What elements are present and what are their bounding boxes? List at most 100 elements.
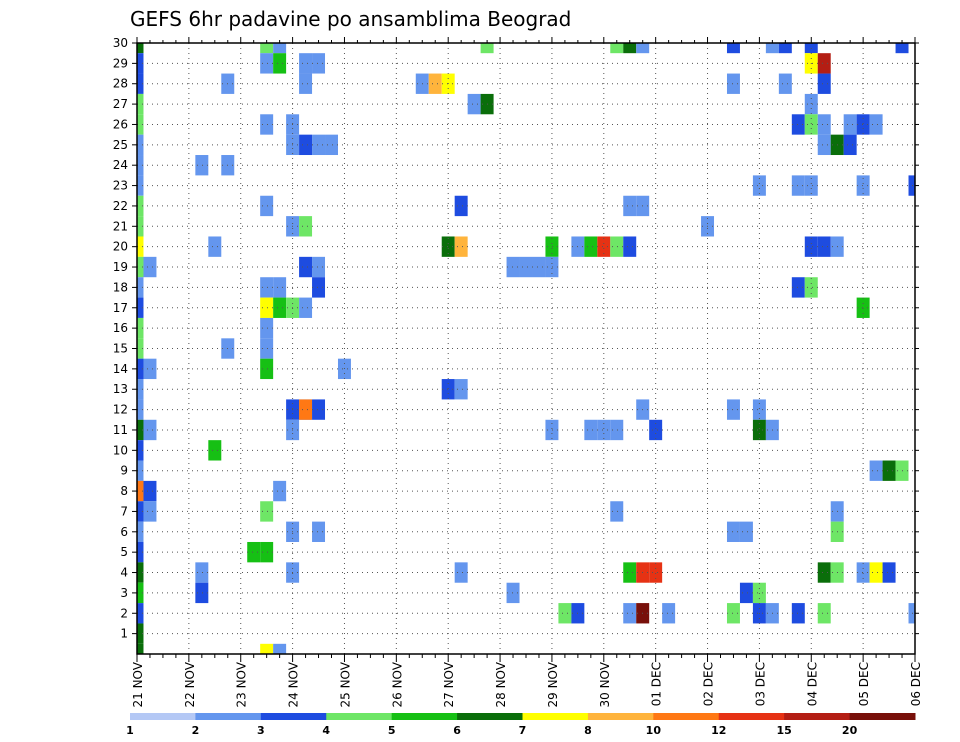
heatmap-cell (804, 93, 818, 115)
heatmap-cell (312, 521, 326, 542)
heatmap-cell (610, 236, 624, 257)
heatmap-cell (804, 114, 818, 135)
x-tick-label: 22 NOV (183, 661, 197, 707)
colorbar-swatch (522, 713, 589, 720)
heatmap-cell (726, 521, 740, 542)
x-tick-label: 24 NOV (287, 661, 301, 707)
heatmap-cell (260, 195, 274, 217)
colorbar-label: 4 (322, 724, 330, 737)
heatmap-cell (817, 603, 831, 624)
heatmap-cell (143, 358, 157, 380)
heatmap-cell (260, 541, 274, 563)
x-tick-label: 02 DEC (702, 662, 716, 706)
x-tick-label: 27 NOV (442, 661, 456, 707)
heatmap-cell (143, 501, 157, 522)
heatmap-cell (454, 379, 468, 400)
heatmap-cell (454, 562, 468, 583)
x-tick-label: 25 NOV (338, 661, 352, 707)
heatmap-cell (299, 53, 313, 74)
heatmap-cell (137, 216, 144, 237)
heatmap-cell (817, 562, 831, 583)
heatmap-cell (137, 114, 144, 135)
y-tick-label: 30 (113, 36, 128, 50)
heatmap-cell (856, 175, 870, 196)
heatmap-cell (137, 256, 144, 278)
heatmap-cell (519, 256, 533, 278)
heatmap-cell (804, 277, 818, 298)
heatmap-cell (817, 53, 831, 74)
heatmap-cell (273, 297, 287, 318)
heatmap-cell (597, 419, 611, 441)
heatmap-cell (817, 236, 831, 257)
y-tick-label: 9 (120, 464, 128, 478)
heatmap-cell (137, 480, 144, 502)
x-tick-label: 23 NOV (235, 661, 249, 707)
colorbar-label: 10 (646, 724, 662, 737)
heatmap-cell (597, 236, 611, 257)
heatmap-cell (558, 603, 572, 624)
heatmap-cell (726, 603, 740, 624)
colorbar-label: 5 (388, 724, 396, 737)
colorbar-swatch (718, 713, 785, 720)
heatmap-cell (137, 175, 144, 196)
heatmap-cell (869, 460, 883, 481)
heatmap-cell (506, 582, 520, 604)
heatmap-cell (137, 643, 144, 654)
heatmap-cell (584, 236, 598, 257)
heatmap-cell (299, 256, 313, 278)
heatmap-cell (137, 155, 144, 176)
heatmap-cell (273, 53, 287, 74)
colorbar-label: 7 (519, 724, 527, 737)
x-tick-label: 03 DEC (753, 662, 767, 706)
heatmap-cell (137, 358, 144, 380)
x-tick-label: 29 NOV (546, 661, 560, 707)
heatmap-cell (260, 53, 274, 74)
heatmap-cell (137, 317, 144, 339)
y-tick-label: 27 (113, 97, 128, 111)
heatmap-cell (778, 73, 792, 94)
y-tick-label: 26 (113, 117, 128, 131)
heatmap-cell (325, 134, 338, 156)
heatmap-cell (843, 134, 857, 156)
heatmap-cell (260, 317, 274, 339)
heatmap-cell (143, 256, 157, 278)
y-tick-label: 11 (113, 423, 128, 437)
heatmap-cell (882, 562, 896, 583)
heatmap-cell (869, 562, 883, 583)
colorbar: 1 2 3 4 5 6 7 8 10 12 15 20 (126, 713, 916, 737)
heatmap-cell (623, 195, 637, 217)
heatmap-cell (480, 43, 494, 54)
y-tick-label: 17 (113, 301, 128, 315)
heatmap-cell (260, 358, 274, 380)
colorbar-swatch (457, 713, 523, 720)
colorbar-swatch (195, 713, 262, 720)
x-tick-label: 04 DEC (805, 662, 819, 706)
x-tick-label: 28 NOV (494, 661, 508, 707)
colorbar-swatch (260, 713, 327, 720)
heatmap-cell (454, 195, 468, 217)
y-tick-label: 6 (120, 525, 128, 539)
heatmap-cell (791, 277, 805, 298)
heatmap-cell (726, 43, 740, 54)
y-tick-label: 3 (120, 586, 128, 600)
colorbar-swatch (849, 713, 916, 720)
heatmap-cell (137, 195, 144, 217)
heatmap-cell (739, 521, 753, 542)
heatmap-cell (778, 43, 792, 54)
heatmap-cell (752, 582, 766, 604)
heatmap-cell (195, 155, 209, 176)
y-tick-label: 13 (113, 382, 128, 396)
heatmap-cell (299, 134, 313, 156)
heatmap-cell (623, 43, 637, 54)
heatmap-cell (312, 399, 326, 420)
heatmap-cell (137, 521, 144, 542)
heatmap-cell (843, 114, 857, 135)
heatmap-cell (312, 256, 326, 278)
y-tick-label: 18 (113, 280, 128, 294)
heatmap-cell (545, 236, 559, 257)
heatmap-cell (247, 541, 261, 563)
y-tick-label: 29 (113, 56, 128, 70)
y-tick-label: 24 (113, 158, 128, 172)
chart-title: GEFS 6hr padavine po ansamblima Beograd (130, 7, 571, 31)
heatmap-cell (137, 379, 144, 400)
